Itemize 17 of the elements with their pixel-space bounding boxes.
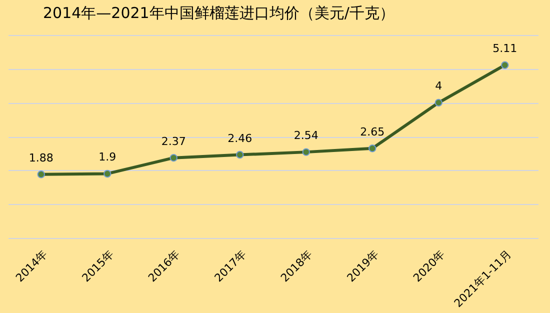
point xyxy=(434,98,442,107)
data-label: 1.9 xyxy=(98,150,116,164)
data-label: 4 xyxy=(435,80,442,93)
data-label: 1.88 xyxy=(28,151,54,164)
point xyxy=(501,61,509,69)
data-label: 5.11 xyxy=(492,42,518,56)
data-label: 2.46 xyxy=(228,132,252,145)
point xyxy=(37,170,45,178)
point xyxy=(236,150,244,159)
chart-title: 2014年—2021年中国鲜榴莲进口均价（美元/千克） xyxy=(43,4,394,22)
data-label: 2.54 xyxy=(294,129,318,142)
point xyxy=(170,154,178,162)
data-label: 2.37 xyxy=(161,134,186,148)
point xyxy=(302,148,310,156)
data-label: 2.65 xyxy=(360,125,385,138)
point xyxy=(104,170,112,178)
point xyxy=(368,144,376,152)
